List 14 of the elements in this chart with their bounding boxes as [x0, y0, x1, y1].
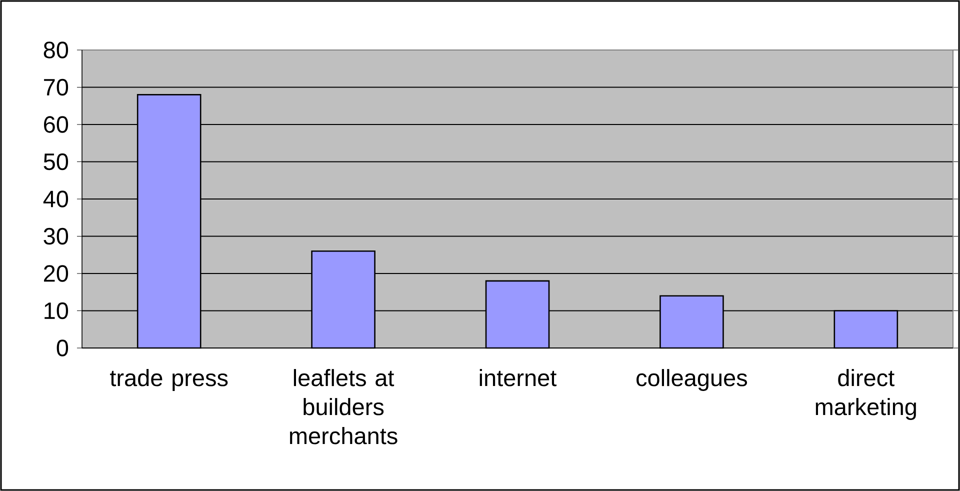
x-tick-label: colleagues: [636, 369, 748, 391]
x-tick-label: leaflets at builders merchants: [290, 369, 398, 444]
y-tick-label: 30: [44, 228, 68, 245]
y-tick-label: 80: [44, 42, 68, 58]
y-tick-label: 50: [44, 153, 68, 170]
y-tick-label: 20: [44, 265, 68, 282]
y-tick-label: 40: [43, 190, 68, 208]
x-tick-label: internet: [480, 369, 557, 386]
x-tick-label: direct marketing: [816, 369, 916, 420]
y-tick-label: 10: [44, 302, 68, 320]
y-tick-label: 70: [44, 78, 68, 96]
x-tick-label: trade press: [110, 369, 228, 391]
y-tick-label: 0: [56, 340, 68, 356]
y-tick-label: 60: [44, 116, 68, 133]
